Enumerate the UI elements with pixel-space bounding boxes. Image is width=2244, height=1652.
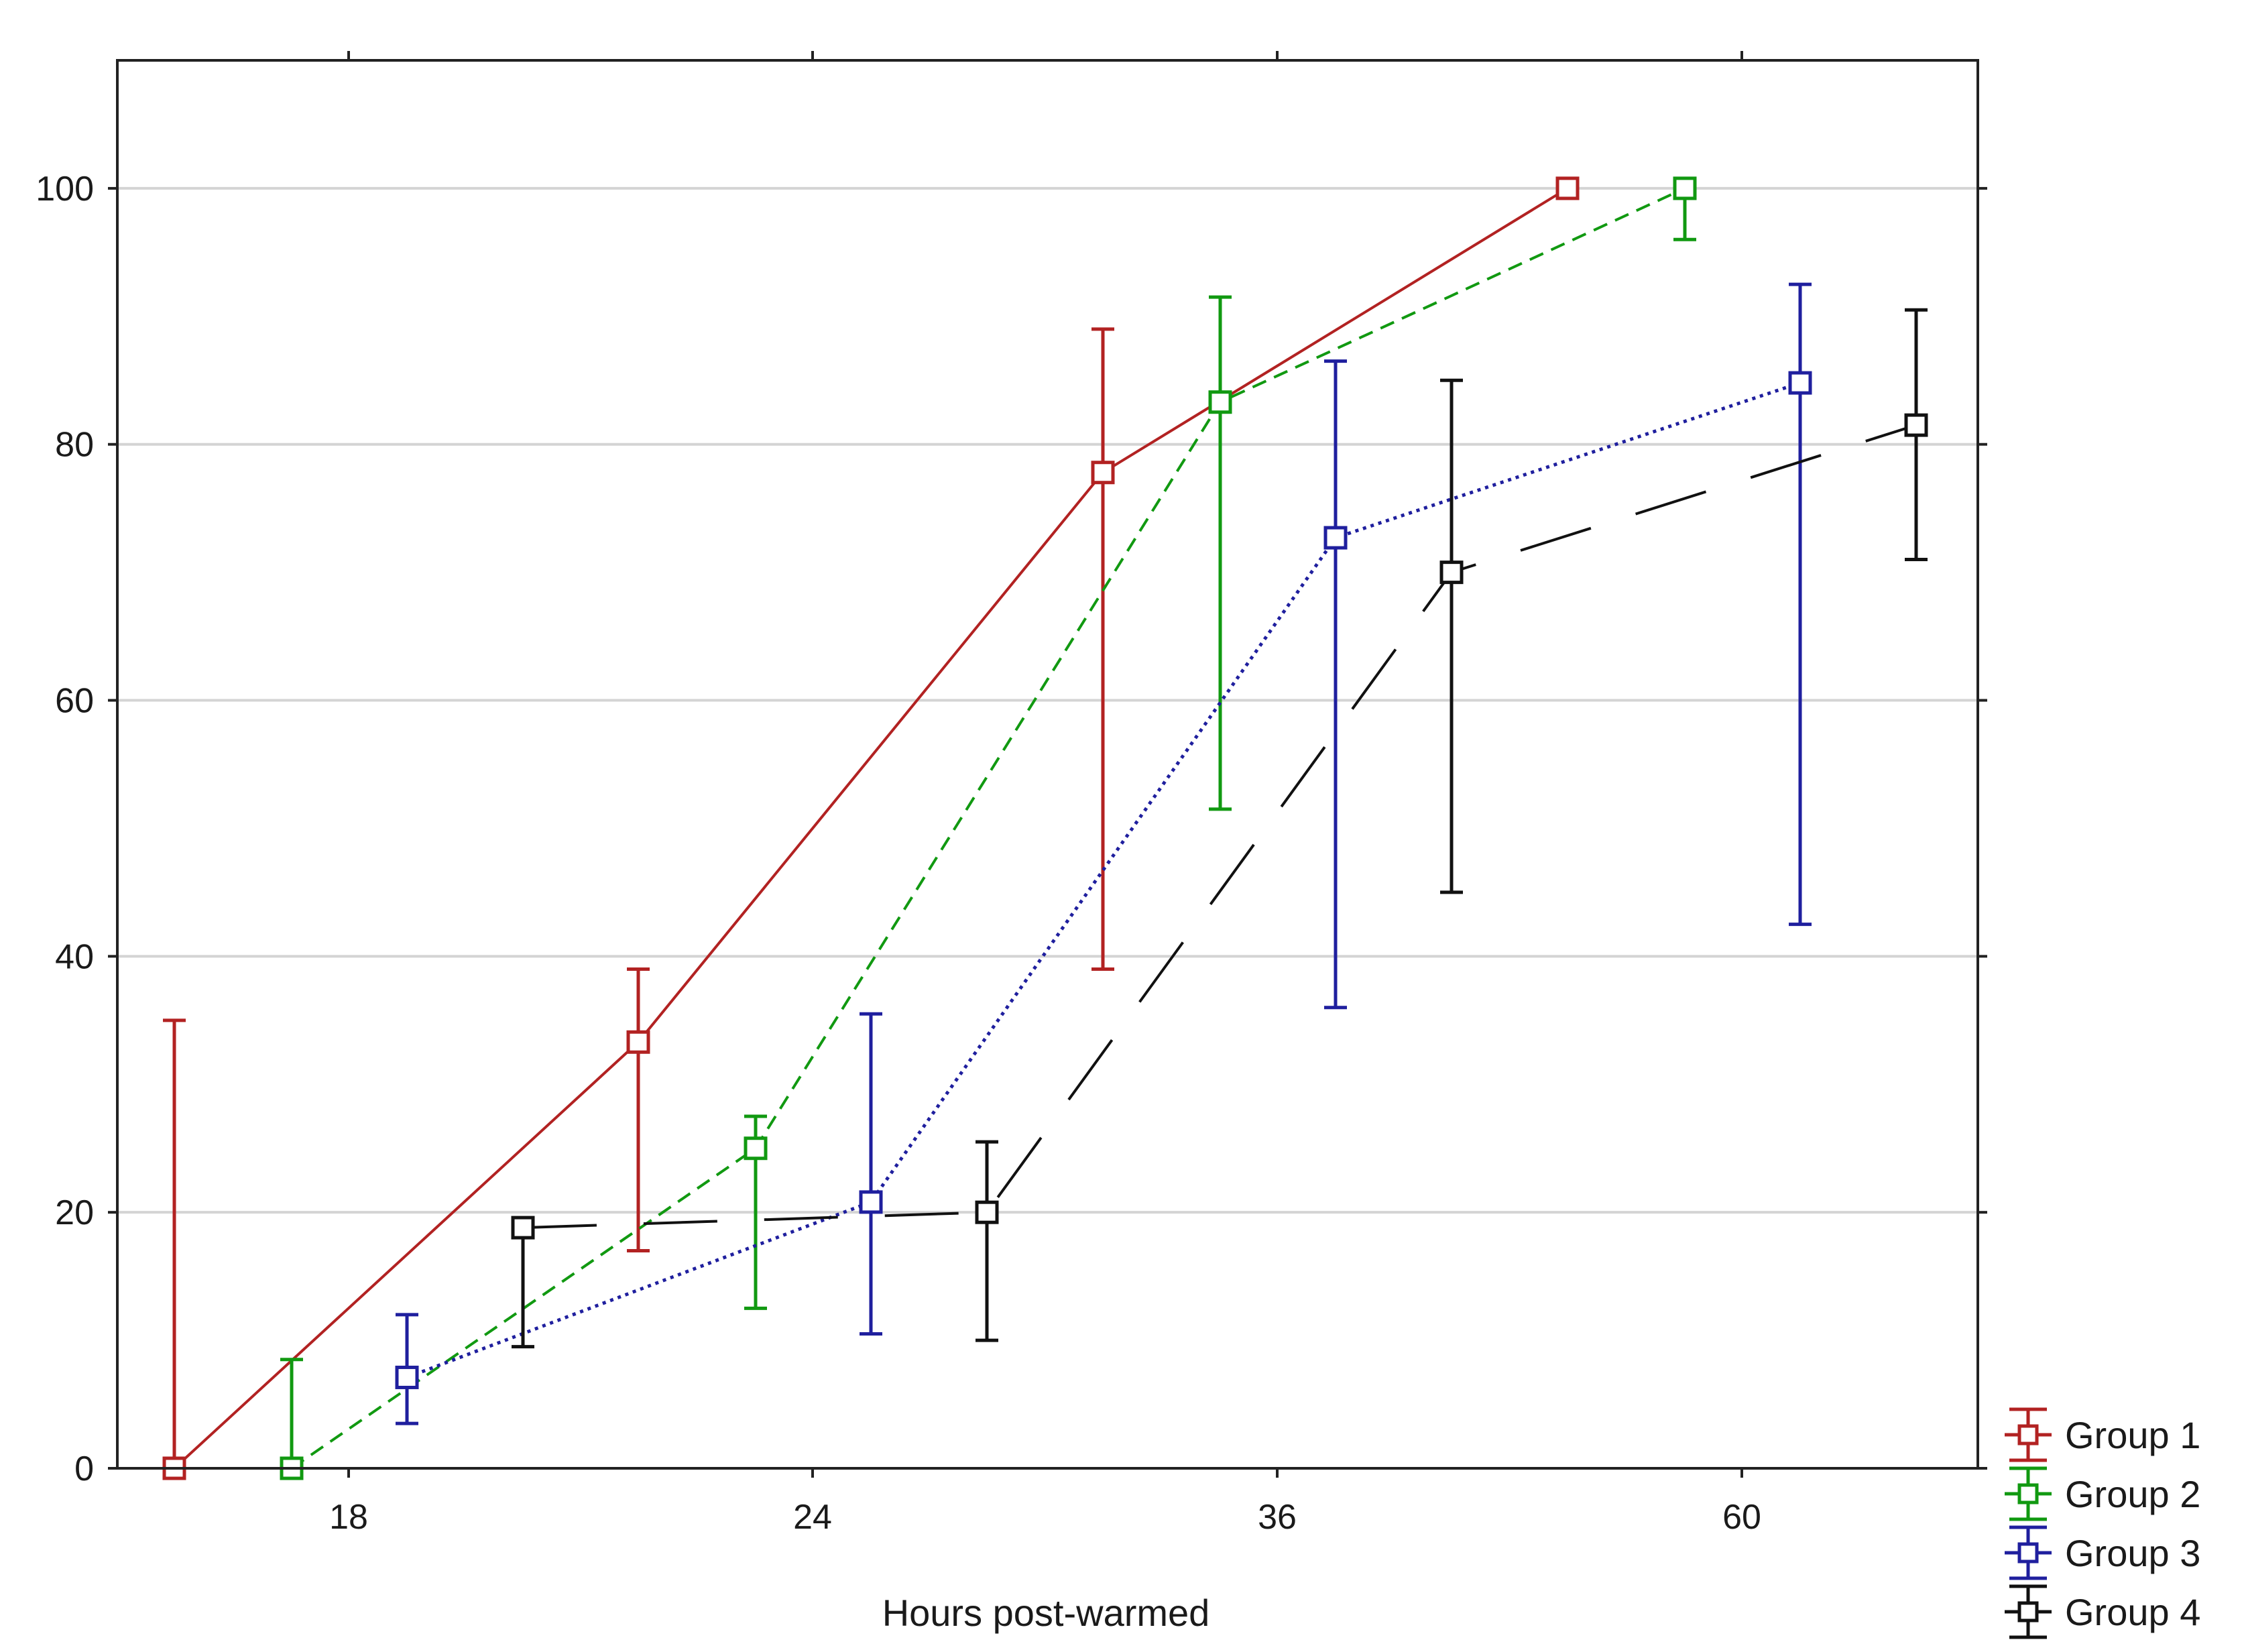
error-bar (1440, 378, 1463, 894)
y-tick-label: 40 (55, 937, 94, 976)
error-bar (627, 967, 650, 1252)
y-tick-label: 60 (55, 682, 94, 721)
data-point-marker (1208, 390, 1232, 414)
x-axis: 18 24 36 60 (329, 51, 1761, 1537)
y-tick-label: 100 (36, 170, 94, 209)
data-point-marker (1439, 560, 1464, 585)
series-layer (162, 176, 1928, 1480)
legend-label: Group 3 (2065, 1532, 2200, 1574)
error-bar (860, 1012, 882, 1336)
y-tick-label: 0 (74, 1450, 94, 1488)
x-tick-label: 36 (1258, 1498, 1297, 1537)
x-tick-label: 24 (793, 1498, 832, 1537)
y-tick-label: 80 (55, 426, 94, 465)
data-point-marker (395, 1365, 419, 1389)
series-line (522, 424, 1917, 1230)
series-line (406, 381, 1801, 1379)
legend-item: Group 2 (2005, 1466, 2200, 1521)
data-point-marker (975, 1200, 999, 1224)
series-3 (395, 282, 1812, 1425)
series-1 (162, 176, 1580, 1480)
legend-item: Group 4 (2005, 1584, 2200, 1639)
data-point-marker (1091, 461, 1115, 485)
legend-label: Group 4 (2065, 1591, 2200, 1633)
legend-label: Group 2 (2065, 1473, 2200, 1515)
legend-marker (2017, 1483, 2039, 1504)
gridlines (117, 186, 1978, 1214)
legend-item: Group 3 (2005, 1525, 2200, 1580)
data-point-marker (744, 1136, 768, 1161)
error-bar (976, 1140, 998, 1342)
error-bar (1324, 359, 1347, 1010)
legend-label: Group 1 (2065, 1414, 2200, 1456)
data-point-marker (511, 1216, 535, 1240)
x-axis-title: Hours post-warmed (882, 1592, 1210, 1634)
data-point-marker (1323, 526, 1348, 550)
plot-frame (116, 59, 1979, 1470)
data-point-marker (859, 1190, 883, 1214)
legend-item: Group 1 (2005, 1407, 2200, 1462)
legend-marker (2017, 1424, 2039, 1446)
data-point-marker (1788, 371, 1812, 395)
error-bar (1091, 327, 1114, 971)
x-tick-label: 60 (1722, 1498, 1761, 1537)
legend: Group 1 Group 2 Group 3 Group 4 (2005, 1407, 2200, 1639)
series-4 (511, 308, 1928, 1349)
legend-marker (2017, 1601, 2039, 1622)
data-point-marker (1555, 176, 1580, 200)
error-bar (1209, 295, 1232, 811)
data-point-marker (1673, 176, 1697, 200)
data-point-marker (1904, 413, 1928, 437)
legend-marker (2017, 1542, 2039, 1564)
x-tick-label: 18 (329, 1498, 368, 1537)
data-point-marker (626, 1030, 650, 1054)
y-axis: 0 20 40 60 80 100 (36, 170, 1987, 1488)
y-tick-label: 20 (55, 1193, 94, 1232)
series-line (173, 187, 1569, 1470)
